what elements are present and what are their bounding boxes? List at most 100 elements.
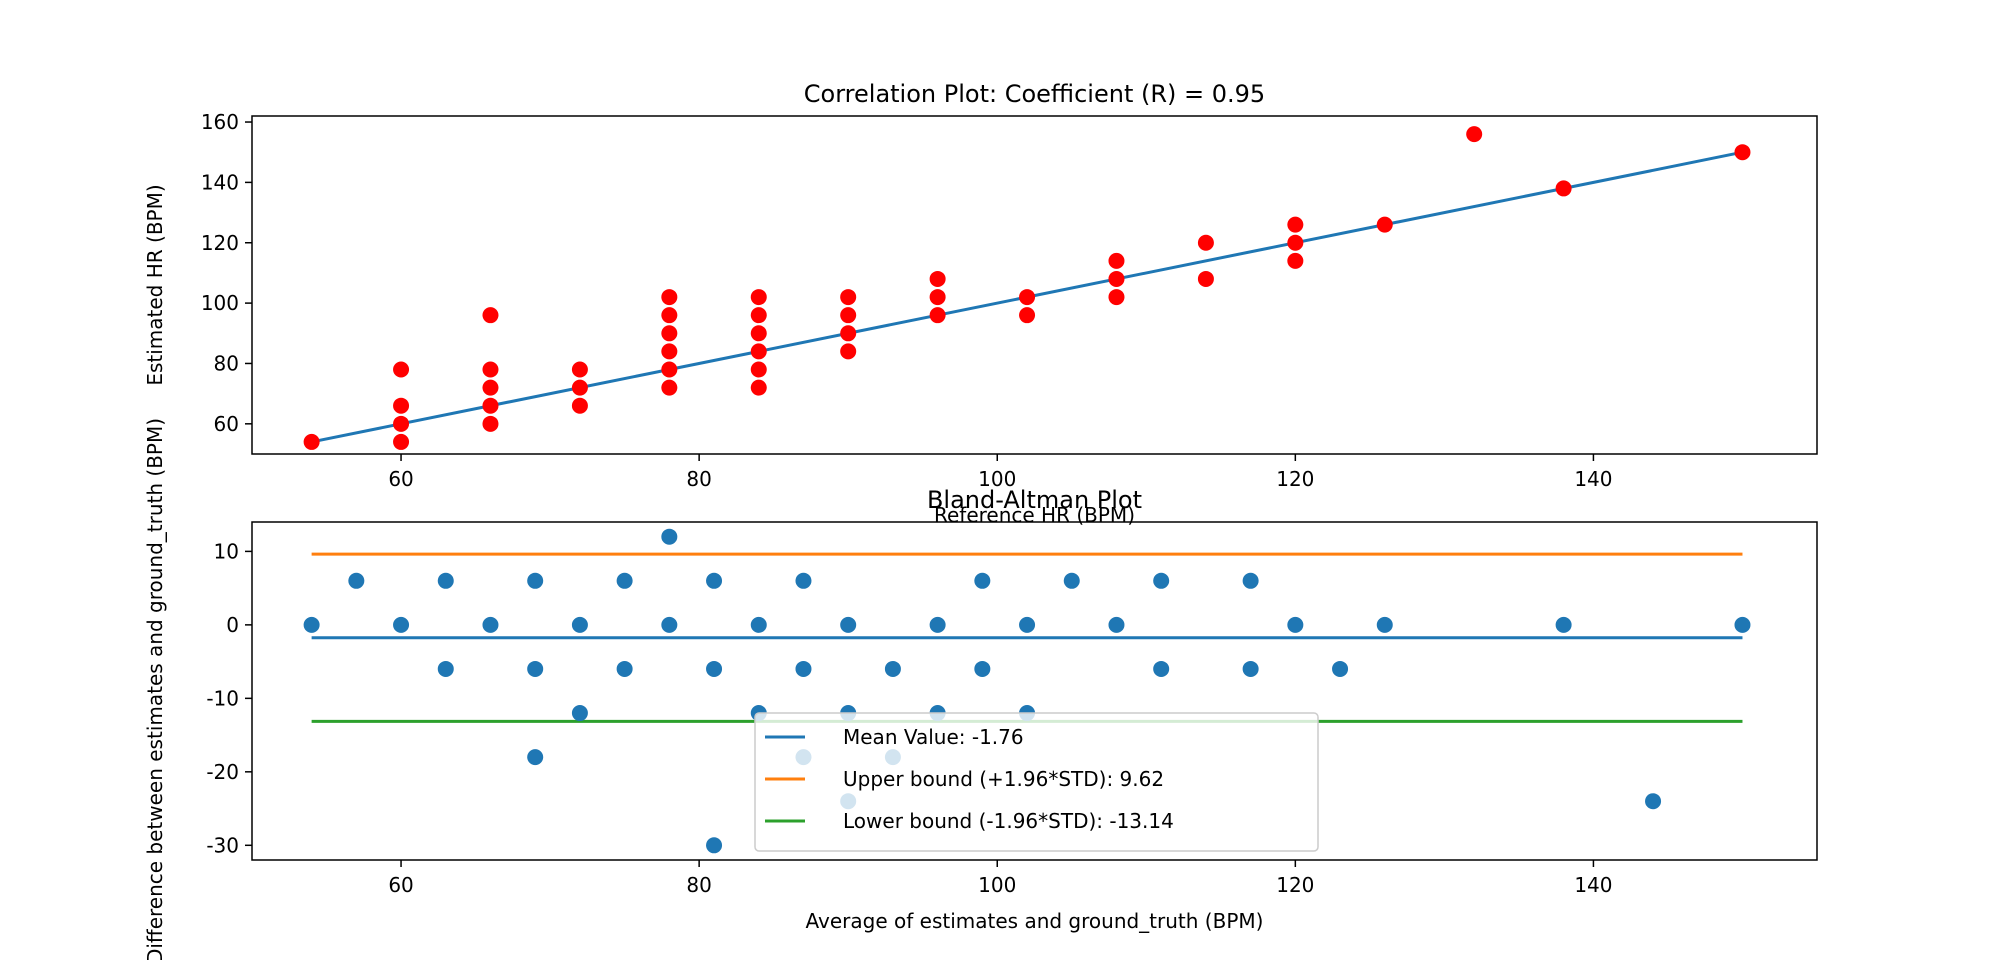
axes-frame bbox=[251, 521, 1818, 861]
legend-entry: Lower bound (-1.96*STD): -13.14 bbox=[843, 809, 1174, 833]
data-point bbox=[482, 379, 499, 396]
chart-title: Bland-Altman Plot bbox=[927, 486, 1142, 514]
data-point bbox=[884, 660, 901, 677]
data-point bbox=[661, 325, 678, 342]
data-point bbox=[1197, 270, 1214, 287]
data-point bbox=[750, 343, 767, 360]
data-point bbox=[661, 361, 678, 378]
data-point bbox=[706, 837, 723, 854]
data-point bbox=[1108, 289, 1125, 306]
data-point bbox=[482, 307, 499, 324]
y-tick-label: 140 bbox=[201, 170, 239, 194]
x-tick-label: 140 bbox=[1574, 467, 1612, 491]
axes-frame bbox=[251, 115, 1818, 455]
data-point bbox=[571, 616, 588, 633]
data-point bbox=[974, 572, 991, 589]
data-point bbox=[1376, 216, 1393, 233]
data-point bbox=[929, 616, 946, 633]
data-point bbox=[750, 325, 767, 342]
data-point bbox=[527, 572, 544, 589]
data-point bbox=[840, 343, 857, 360]
y-tick-label: 80 bbox=[214, 351, 239, 375]
data-point bbox=[482, 361, 499, 378]
x-tick-label: 120 bbox=[1276, 467, 1314, 491]
legend-entry: Mean Value: -1.76 bbox=[843, 725, 1024, 749]
x-tick-label: 60 bbox=[388, 873, 413, 897]
bland-altman-plot: Bland-Altman Plot 60 80 100 120 140 -30 -20 -10 0… bbox=[143, 418, 1818, 960]
data-point bbox=[1153, 660, 1170, 677]
chart-title: Correlation Plot: Coefficient (R) = 0.95 bbox=[804, 80, 1265, 108]
data-point bbox=[1287, 216, 1304, 233]
data-point bbox=[482, 616, 499, 633]
data-point bbox=[1108, 252, 1125, 269]
data-point bbox=[1019, 307, 1036, 324]
data-point bbox=[661, 289, 678, 306]
data-point bbox=[1242, 660, 1259, 677]
data-point bbox=[929, 270, 946, 287]
data-point bbox=[1242, 572, 1259, 589]
data-point bbox=[348, 572, 365, 589]
y-axis-label: Difference between estimates and ground_… bbox=[143, 418, 167, 960]
x-axis-label: Average of estimates and ground_truth (B… bbox=[806, 909, 1264, 933]
data-point bbox=[482, 415, 499, 432]
y-tick-label: 160 bbox=[201, 110, 239, 134]
data-point bbox=[1466, 126, 1483, 143]
data-point bbox=[571, 397, 588, 414]
data-point bbox=[393, 616, 410, 633]
x-tick-label: 80 bbox=[686, 467, 711, 491]
data-point bbox=[661, 528, 678, 545]
legend-entry: Upper bound (+1.96*STD): 9.62 bbox=[843, 767, 1164, 791]
data-point bbox=[929, 289, 946, 306]
data-point bbox=[661, 307, 678, 324]
data-point bbox=[1108, 270, 1125, 287]
data-point bbox=[571, 361, 588, 378]
data-point bbox=[303, 433, 320, 450]
x-tick-label: 140 bbox=[1574, 873, 1612, 897]
data-point bbox=[616, 572, 633, 589]
data-point bbox=[527, 749, 544, 766]
data-point bbox=[661, 379, 678, 396]
data-point bbox=[1287, 616, 1304, 633]
data-point bbox=[706, 660, 723, 677]
y-tick-label: -30 bbox=[206, 833, 239, 857]
data-point bbox=[1063, 572, 1080, 589]
legend: Mean Value: -1.76 Upper bound (+1.96*STD)… bbox=[754, 712, 1319, 852]
data-point bbox=[750, 361, 767, 378]
data-point bbox=[482, 397, 499, 414]
data-point bbox=[1734, 616, 1751, 633]
data-point bbox=[706, 572, 723, 589]
data-point bbox=[1287, 252, 1304, 269]
data-point bbox=[750, 616, 767, 633]
legend-box bbox=[754, 712, 1319, 852]
x-tick-label: 120 bbox=[1276, 873, 1314, 897]
x-tick-label: 80 bbox=[686, 873, 711, 897]
y-tick-label: 120 bbox=[201, 231, 239, 255]
data-point bbox=[840, 307, 857, 324]
data-point bbox=[1555, 616, 1572, 633]
correlation-plot: Correlation Plot: Coefficient (R) = 0.95… bbox=[143, 80, 1818, 527]
data-point bbox=[840, 616, 857, 633]
x-tick-label: 100 bbox=[978, 467, 1016, 491]
data-point bbox=[1197, 234, 1214, 251]
data-point bbox=[1332, 660, 1349, 677]
data-point bbox=[1734, 144, 1751, 161]
data-point bbox=[303, 616, 320, 633]
y-tick-label: -10 bbox=[206, 686, 239, 710]
data-point bbox=[527, 660, 544, 677]
y-tick-label: 100 bbox=[201, 291, 239, 315]
data-point bbox=[750, 289, 767, 306]
data-point bbox=[437, 572, 454, 589]
data-point bbox=[1645, 793, 1662, 810]
y-tick-label: 0 bbox=[226, 613, 239, 637]
data-point bbox=[393, 433, 410, 450]
x-tick-label: 60 bbox=[388, 467, 413, 491]
x-axis-label: Reference HR (BPM) bbox=[934, 503, 1135, 527]
data-point bbox=[1153, 572, 1170, 589]
data-point bbox=[1108, 616, 1125, 633]
data-point bbox=[750, 379, 767, 396]
y-axis-label: Estimated HR (BPM) bbox=[143, 184, 167, 385]
data-point bbox=[571, 379, 588, 396]
data-point bbox=[571, 705, 588, 722]
data-point bbox=[795, 572, 812, 589]
